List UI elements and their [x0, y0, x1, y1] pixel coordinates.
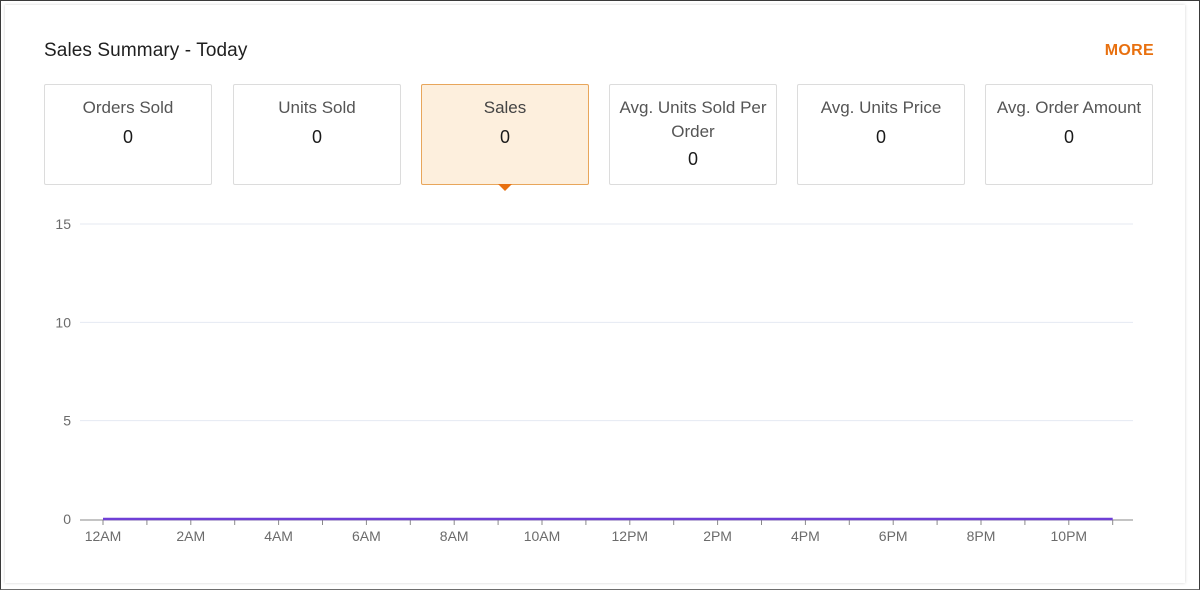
card-label: Avg. Units Price [820, 98, 942, 117]
x-tick-label: 4PM [791, 528, 820, 544]
card-value: 0 [311, 127, 322, 147]
y-tick-label: 5 [63, 413, 71, 429]
card-avg-order-amount[interactable]: Avg. Order Amount 0 [985, 84, 1153, 185]
y-tick-label: 10 [55, 314, 71, 330]
card-avg-units-price[interactable]: Avg. Units Price 0 [797, 84, 965, 185]
y-tick-label: 15 [55, 216, 71, 232]
selected-caret-icon [498, 184, 512, 191]
x-tick-label: 12PM [612, 528, 649, 544]
card-label: Avg. Units Sold Per Order [619, 98, 767, 141]
x-tick-label: 8AM [440, 528, 469, 544]
x-tick-label: 10PM [1051, 528, 1088, 544]
card-label: Sales [483, 98, 527, 117]
x-tick-label: 4AM [264, 528, 293, 544]
card-value: 0 [875, 127, 886, 147]
x-tick-label: 6AM [352, 528, 381, 544]
panel-title: Sales Summary - Today [44, 40, 248, 61]
x-tick-label: 10AM [524, 528, 561, 544]
x-tick-label: 8PM [967, 528, 996, 544]
card-avg-units-per-order[interactable]: Avg. Units Sold Per Order 0 [609, 84, 777, 185]
card-sales[interactable]: Sales 0 [421, 84, 589, 191]
card-label: Orders Sold [82, 98, 174, 117]
card-value: 0 [122, 127, 133, 147]
x-tick-label: 6PM [879, 528, 908, 544]
card-value: 0 [687, 149, 698, 169]
card-label: Units Sold [278, 98, 356, 117]
card-value: 0 [1063, 127, 1074, 147]
card-value: 0 [499, 127, 510, 147]
y-tick-label: 0 [63, 511, 71, 527]
card-label: Avg. Order Amount [996, 98, 1142, 117]
x-tick-label: 2PM [703, 528, 732, 544]
x-tick-label: 2AM [176, 528, 205, 544]
more-link[interactable]: MORE [1104, 42, 1154, 59]
card-units-sold[interactable]: Units Sold 0 [233, 84, 401, 185]
x-tick-label: 12AM [85, 528, 122, 544]
card-orders-sold[interactable]: Orders Sold 0 [44, 84, 212, 185]
